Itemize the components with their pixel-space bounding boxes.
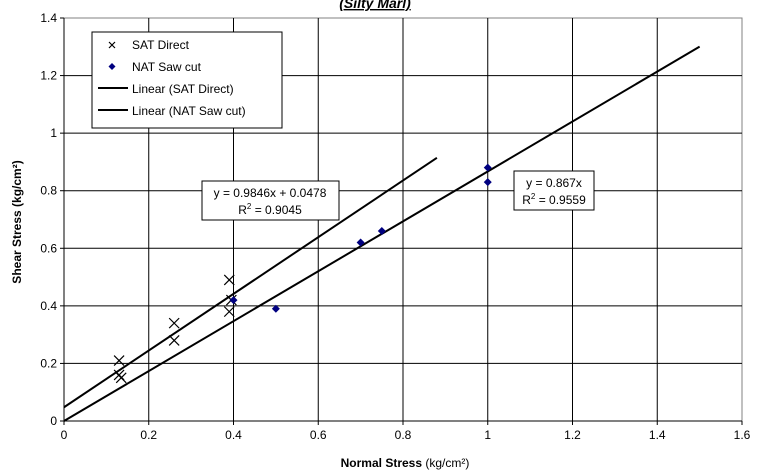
legend-item-sat-direct: SAT Direct	[108, 38, 190, 52]
r2-sat-value: = 0.9045	[251, 203, 302, 217]
nat-saw-cut-point	[356, 238, 365, 247]
nat-saw-cut-point	[377, 227, 386, 236]
x-tick-label: 0.2	[140, 428, 157, 442]
trendline	[63, 156, 438, 409]
nat-saw-cut-point	[229, 296, 238, 305]
y-tick-label: 1.4	[40, 11, 57, 25]
equation-nat: y = 0.867x	[526, 176, 582, 190]
legend-item-linear-sat: Linear (SAT Direct)	[98, 82, 234, 96]
nat-saw-cut-point	[483, 163, 492, 172]
x-tick-label: 0.6	[310, 428, 327, 442]
legend-frame	[91, 31, 283, 129]
sat-direct-point	[168, 317, 180, 329]
y-tick-label: 0.4	[40, 299, 57, 313]
legend-item-nat-saw-cut: NAT Saw cut	[108, 60, 202, 74]
legend-label-linear-nat: Linear (NAT Saw cut)	[132, 104, 246, 118]
x-axis-title: Normal Stress (kg/cm²)	[341, 456, 470, 470]
sat-direct-point	[223, 306, 235, 318]
x-tick-label: 1.6	[734, 428, 751, 442]
chart-title: (Silty Marl)	[339, 0, 411, 11]
y-tick-label: 0	[50, 414, 57, 428]
x-axis-title-unit: (kg/cm²)	[422, 456, 469, 470]
x-tick-label: 0.8	[395, 428, 412, 442]
r2-sat-sup: 2	[247, 202, 252, 211]
y-tick-label: 1.2	[40, 69, 57, 83]
x-tick-label: 1.2	[564, 428, 581, 442]
equation-box-nat: y = 0.867x R2 = 0.9559	[513, 170, 595, 211]
legend-label-nat-saw-cut: NAT Saw cut	[132, 60, 202, 74]
legend-label-linear-sat: Linear (SAT Direct)	[132, 82, 234, 96]
r2-nat-value: = 0.9559	[535, 193, 586, 207]
y-axis-title: Shear Stress (kg/cm²)	[10, 160, 24, 283]
equation-box-sat: y = 0.9846x + 0.0478 R2 = 0.9045	[201, 180, 340, 221]
r2-nat-sup: 2	[531, 192, 536, 201]
y-tick-label: 0.8	[40, 184, 57, 198]
nat-saw-cut-point	[483, 178, 492, 187]
sat-direct-point	[113, 355, 125, 366]
x-tick-label: 0	[61, 428, 68, 442]
legend: SAT Direct NAT Saw cut Linear (SAT Direc…	[91, 31, 283, 129]
x-axis-title-bold: Normal Stress	[341, 456, 423, 470]
y-tick-label: 0.2	[40, 356, 57, 370]
legend-x-marker-icon	[108, 41, 116, 49]
legend-item-linear-nat: Linear (NAT Saw cut)	[98, 104, 246, 118]
equation-box-sat-frame	[201, 180, 340, 221]
tick-labels: 0 0.2 0.4 0.6 0.8 1 1.2 1.4 1.6 0 0.2 0.4 0.6 0.8 1 1.2…	[40, 11, 750, 442]
data-points	[113, 163, 492, 384]
nat-saw-cut-point	[271, 304, 280, 313]
sat-direct-point	[168, 334, 180, 346]
r2-sat: R2 = 0.9045	[238, 202, 302, 217]
x-tick-label: 1	[484, 428, 491, 442]
equation-sat: y = 0.9846x + 0.0478	[214, 186, 327, 200]
y-tick-label: 1	[50, 126, 57, 140]
equation-box-nat-frame	[513, 170, 595, 211]
x-tick-label: 1.4	[649, 428, 666, 442]
x-tick-label: 0.4	[225, 428, 242, 442]
legend-label-sat-direct: SAT Direct	[132, 38, 190, 52]
r2-nat: R2 = 0.9559	[522, 192, 586, 207]
y-tick-label: 0.6	[40, 241, 57, 255]
sat-direct-point	[223, 274, 235, 286]
legend-diamond-marker-icon	[108, 63, 116, 70]
sat-direct-point	[115, 372, 127, 384]
